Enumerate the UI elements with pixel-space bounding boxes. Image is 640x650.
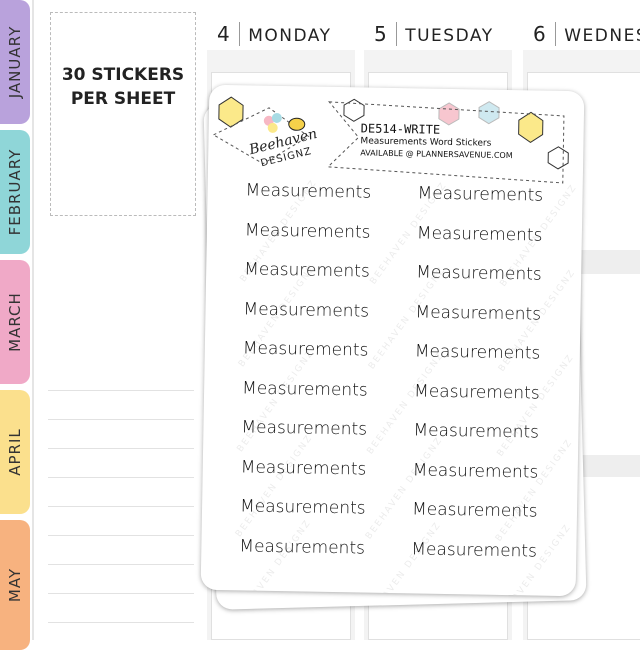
word-sticker: Measurements bbox=[415, 301, 542, 325]
month-tab: FEBRUARY bbox=[0, 130, 30, 254]
month-label: MAY bbox=[6, 567, 24, 603]
word-sticker: Measurements bbox=[242, 338, 369, 361]
word-sticker: Measurements bbox=[417, 183, 544, 206]
word-sticker: Measurements bbox=[244, 219, 371, 243]
month-tab: APRIL bbox=[0, 390, 30, 514]
word-sticker: Measurements bbox=[243, 298, 370, 322]
month-label: APRIL bbox=[6, 428, 24, 476]
note-line bbox=[48, 622, 194, 623]
gray-band bbox=[580, 455, 640, 477]
day-header: 6 WEDNES bbox=[533, 22, 640, 46]
day-name: TUESDAY bbox=[405, 26, 494, 46]
word-sticker: Measurements bbox=[239, 496, 366, 519]
product-code: DE514-WRITE bbox=[360, 121, 441, 137]
word-sticker: Measurements bbox=[241, 377, 368, 401]
word-sticker: Measurements bbox=[411, 499, 538, 522]
word-sticker: Measurements bbox=[416, 262, 542, 285]
day-header: 4 MONDAY bbox=[217, 22, 332, 46]
month-label: FEBRUARY bbox=[6, 148, 24, 236]
word-sticker: Measurements bbox=[414, 341, 541, 364]
gray-band bbox=[580, 250, 640, 274]
month-label: JANUARY bbox=[6, 25, 24, 99]
note-line bbox=[48, 564, 194, 565]
day-number: 4 bbox=[217, 22, 241, 46]
badge-line: 30 STICKERS bbox=[61, 65, 185, 85]
word-sticker: Measurements bbox=[411, 538, 538, 562]
day-name: MONDAY bbox=[248, 26, 332, 46]
header-art bbox=[212, 96, 569, 184]
note-line bbox=[48, 593, 194, 594]
sticker-count-badge: 30 STICKERS PER SHEET bbox=[50, 12, 196, 216]
day-name: WEDNES bbox=[564, 26, 640, 46]
word-sticker: Measurements bbox=[245, 180, 372, 203]
word-sticker: Measurements bbox=[241, 417, 368, 440]
month-tab: MARCH bbox=[0, 260, 30, 384]
word-sticker: Measurements bbox=[413, 380, 540, 404]
word-sticker: Measurements bbox=[239, 535, 366, 559]
sticker-sheet: Beehaven DESIGNZ DE514-WRITE Measurement… bbox=[200, 84, 585, 597]
side-line bbox=[32, 0, 34, 640]
note-line bbox=[48, 535, 194, 536]
badge-line: PER SHEET bbox=[70, 89, 176, 109]
word-sticker: Measurements bbox=[416, 222, 543, 246]
note-line bbox=[48, 419, 194, 420]
month-tab: MAY bbox=[0, 520, 30, 650]
month-label: MARCH bbox=[6, 292, 24, 352]
word-sticker: Measurements bbox=[413, 420, 540, 443]
note-line bbox=[48, 448, 194, 449]
month-tab: JANUARY bbox=[0, 0, 30, 124]
word-sticker: Measurements bbox=[412, 459, 539, 483]
available-label: AVAILABLE @ bbox=[360, 148, 414, 159]
site: PLANNERSAVENUE.COM bbox=[416, 149, 513, 161]
note-line bbox=[48, 477, 194, 478]
day-number: 5 bbox=[374, 22, 398, 46]
note-line bbox=[48, 506, 194, 507]
day-header: 5 TUESDAY bbox=[374, 22, 494, 46]
word-sticker: Measurements bbox=[244, 259, 370, 282]
day-number: 6 bbox=[533, 22, 557, 46]
note-line bbox=[48, 390, 194, 391]
word-sticker: Measurements bbox=[240, 456, 367, 480]
